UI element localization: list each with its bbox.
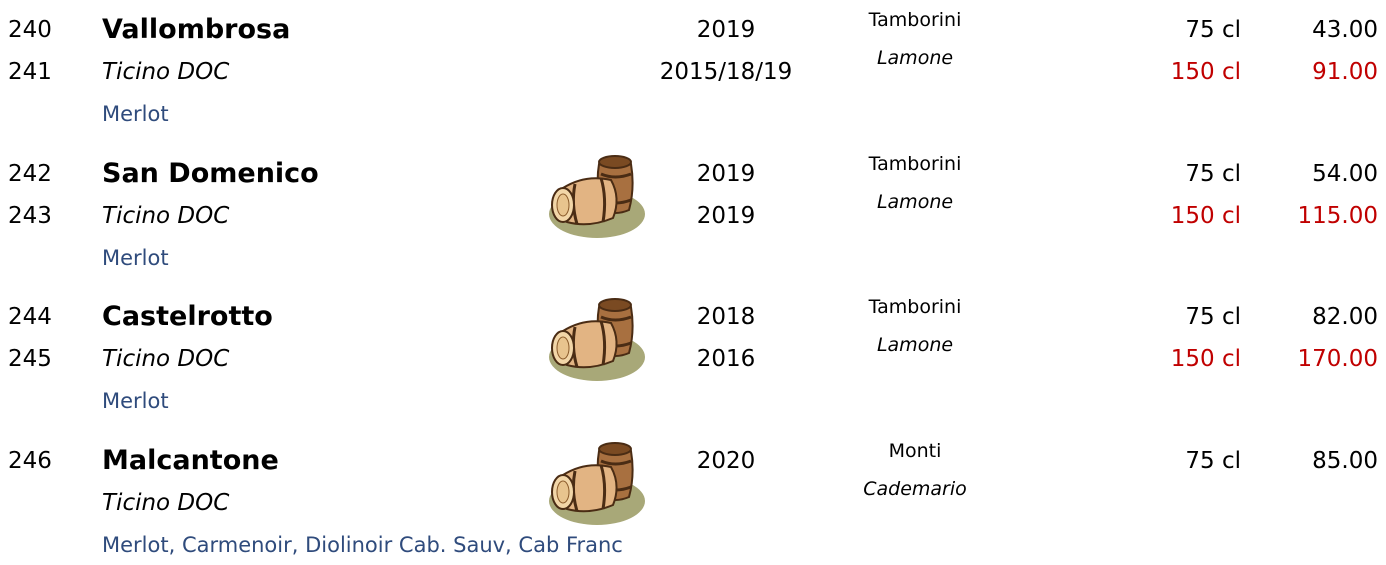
grapes: Merlot [102,243,169,273]
location: Lamone [877,330,953,360]
price: 170.00 [1298,344,1378,374]
vintage: 2020 [697,446,756,476]
producer: Tamborini [869,5,962,35]
barrel-icon [545,150,645,242]
price: 115.00 [1298,201,1378,231]
item-number: 245 [8,344,52,374]
vintage: 2019 [697,159,756,189]
price: 85.00 [1312,446,1378,476]
price: 91.00 [1312,57,1378,87]
price: 82.00 [1312,302,1378,332]
location: Lamone [877,187,953,217]
price: 54.00 [1312,159,1378,189]
grapes: Merlot [102,386,169,416]
bottle-size: 150 cl [1171,344,1241,374]
item-number: 242 [8,159,52,189]
wine-name: Malcantone [102,446,279,476]
price: 43.00 [1312,15,1378,45]
vintage: 2016 [697,344,756,374]
location: Lamone [877,43,953,73]
barrel-icon [545,293,645,385]
bottle-size: 150 cl [1171,57,1241,87]
item-number: 244 [8,302,52,332]
wine-list: 240 241 Vallombrosa Ticino DOC Merlot 2019 201… [0,0,1386,565]
wine-name: Vallombrosa [102,15,290,45]
bottle-size: 75 cl [1185,159,1241,189]
barrel-icon [545,437,645,529]
bottle-size: 75 cl [1185,446,1241,476]
grapes: Merlot, Carmenoir, Diolinoir Cab. Sauv, … [102,530,623,560]
appellation: Ticino DOC [102,57,229,87]
appellation: Ticino DOC [102,201,229,231]
bottle-size: 150 cl [1171,201,1241,231]
wine-name: Castelrotto [102,302,273,332]
vintage: 2019 [697,201,756,231]
item-number: 240 [8,15,52,45]
producer: Tamborini [869,149,962,179]
item-number: 241 [8,57,52,87]
grapes: Merlot [102,99,169,129]
vintage: 2019 [697,15,756,45]
item-number: 246 [8,446,52,476]
appellation: Ticino DOC [102,344,229,374]
bottle-size: 75 cl [1185,302,1241,332]
item-number: 243 [8,201,52,231]
wine-name: San Domenico [102,159,319,189]
bottle-size: 75 cl [1185,15,1241,45]
appellation: Ticino DOC [102,488,229,518]
vintage: 2015/18/19 [660,57,793,87]
location: Cademario [863,474,967,504]
producer: Tamborini [869,292,962,322]
vintage: 2018 [697,302,756,332]
producer: Monti [889,436,942,466]
